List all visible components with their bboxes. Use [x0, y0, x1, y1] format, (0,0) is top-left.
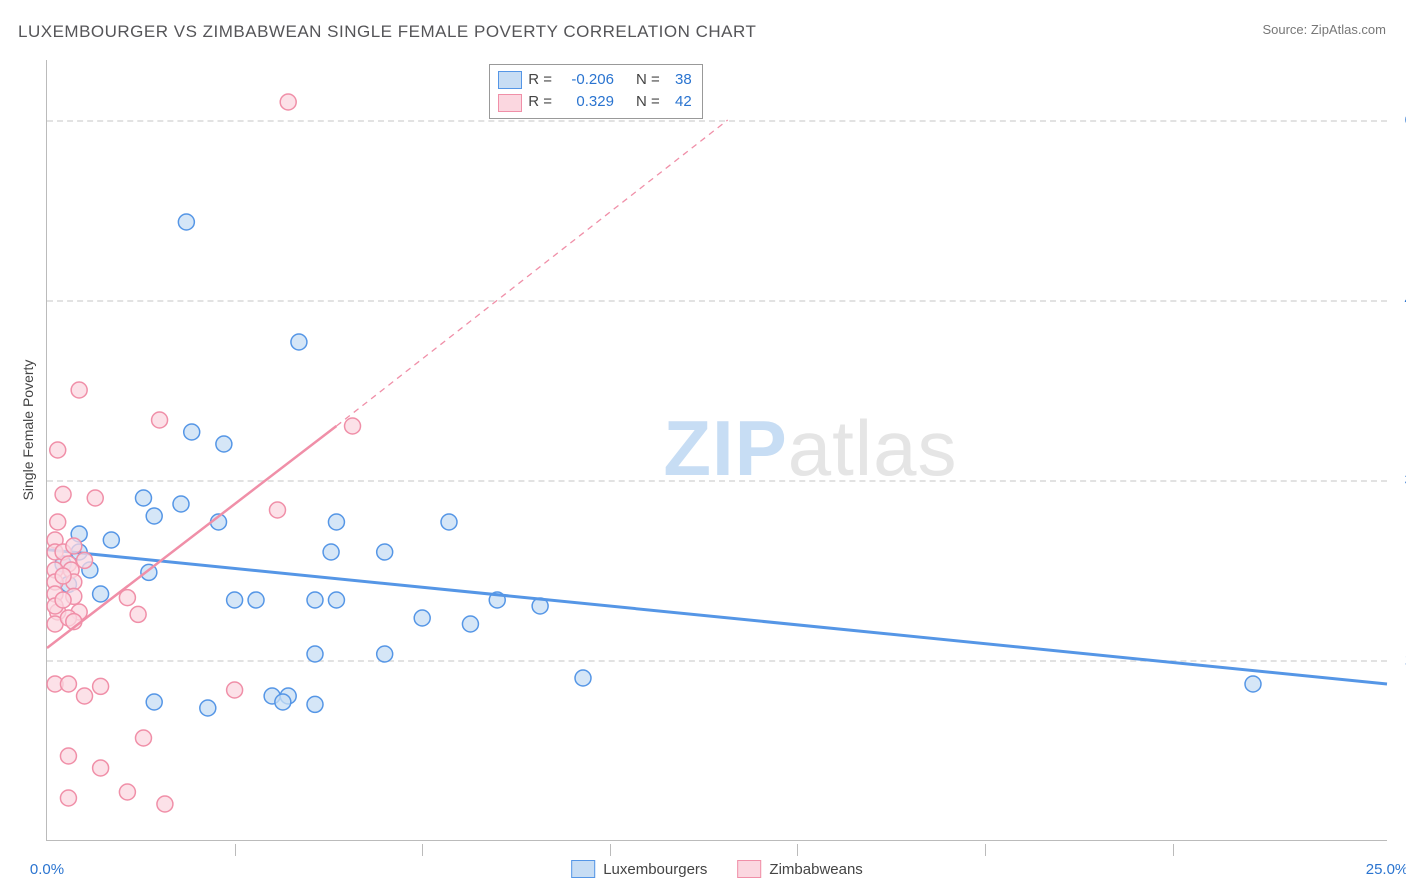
data-point — [50, 514, 66, 530]
data-point — [377, 646, 393, 662]
data-point — [414, 610, 430, 626]
legend-r-label: R = — [528, 69, 552, 92]
series-legend: Luxembourgers Zimbabweans — [571, 860, 863, 878]
data-point — [135, 730, 151, 746]
data-point — [146, 694, 162, 710]
data-point — [77, 688, 93, 704]
regression-line-extrapolated — [336, 120, 727, 426]
data-point — [307, 592, 323, 608]
data-point — [55, 568, 71, 584]
data-point — [1245, 676, 1261, 692]
legend-n-label: N = — [636, 91, 660, 114]
legend-r-value: 0.329 — [558, 91, 614, 114]
data-point — [275, 694, 291, 710]
legend-r-label: R = — [528, 91, 552, 114]
data-point — [441, 514, 457, 530]
legend-swatch — [737, 860, 761, 878]
source-attribution: Source: ZipAtlas.com — [1262, 22, 1386, 37]
data-point — [152, 412, 168, 428]
data-point — [216, 436, 232, 452]
chart-title: LUXEMBOURGER VS ZIMBABWEAN SINGLE FEMALE… — [18, 22, 756, 42]
data-point — [328, 592, 344, 608]
y-axis-title: Single Female Poverty — [20, 360, 36, 501]
data-point — [307, 696, 323, 712]
data-point — [184, 424, 200, 440]
data-point — [119, 784, 135, 800]
x-minor-tick — [235, 844, 236, 856]
data-point — [248, 592, 264, 608]
legend-r-value: -0.206 — [558, 69, 614, 92]
regression-line — [47, 426, 336, 648]
legend-n-label: N = — [636, 69, 660, 92]
data-point — [55, 486, 71, 502]
data-point — [71, 382, 87, 398]
series-legend-item: Luxembourgers — [571, 860, 707, 878]
x-minor-tick — [985, 844, 986, 856]
legend-swatch — [498, 94, 522, 112]
legend-n-value: 38 — [666, 69, 692, 92]
regression-line — [47, 550, 1387, 684]
data-point — [227, 682, 243, 698]
data-point — [93, 586, 109, 602]
data-point — [462, 616, 478, 632]
data-point — [135, 490, 151, 506]
y-tick-label: 60.0% — [1392, 112, 1406, 129]
x-tick-label: 0.0% — [30, 861, 64, 878]
x-minor-tick — [1173, 844, 1174, 856]
data-point — [307, 646, 323, 662]
data-point — [60, 748, 76, 764]
data-point — [157, 796, 173, 812]
data-point — [323, 544, 339, 560]
data-point — [328, 514, 344, 530]
legend-n-value: 42 — [666, 91, 692, 114]
legend-swatch — [498, 71, 522, 89]
series-legend-label: Zimbabweans — [769, 861, 862, 878]
data-point — [345, 418, 361, 434]
data-point — [93, 678, 109, 694]
data-point — [130, 606, 146, 622]
data-point — [173, 496, 189, 512]
data-point — [269, 502, 285, 518]
x-minor-tick — [797, 844, 798, 856]
source-name: ZipAtlas.com — [1311, 22, 1386, 37]
data-point — [178, 214, 194, 230]
data-point — [60, 676, 76, 692]
chart-svg — [47, 60, 1387, 840]
y-tick-label: 30.0% — [1392, 472, 1406, 489]
data-point — [575, 670, 591, 686]
data-point — [103, 532, 119, 548]
data-point — [227, 592, 243, 608]
y-tick-label: 15.0% — [1392, 652, 1406, 669]
x-minor-tick — [610, 844, 611, 856]
data-point — [291, 334, 307, 350]
y-tick-label: 45.0% — [1392, 292, 1406, 309]
data-point — [55, 592, 71, 608]
data-point — [200, 700, 216, 716]
data-point — [66, 538, 82, 554]
legend-swatch — [571, 860, 595, 878]
x-minor-tick — [422, 844, 423, 856]
legend-row: R = 0.329 N = 42 — [498, 91, 692, 114]
data-point — [50, 442, 66, 458]
data-point — [377, 544, 393, 560]
data-point — [280, 94, 296, 110]
series-legend-label: Luxembourgers — [603, 861, 707, 878]
data-point — [87, 490, 103, 506]
data-point — [93, 760, 109, 776]
correlation-legend: R = -0.206 N = 38 R = 0.329 N = 42 — [489, 64, 703, 119]
data-point — [60, 790, 76, 806]
series-legend-item: Zimbabweans — [737, 860, 862, 878]
data-point — [77, 552, 93, 568]
plot-area: ZIPatlas R =-0.206N =38R =0.329N =42 Lux… — [46, 60, 1387, 841]
data-point — [146, 508, 162, 524]
legend-row: R = -0.206 N = 38 — [498, 69, 692, 92]
source-prefix: Source: — [1262, 22, 1310, 37]
x-tick-label: 25.0% — [1366, 861, 1406, 878]
